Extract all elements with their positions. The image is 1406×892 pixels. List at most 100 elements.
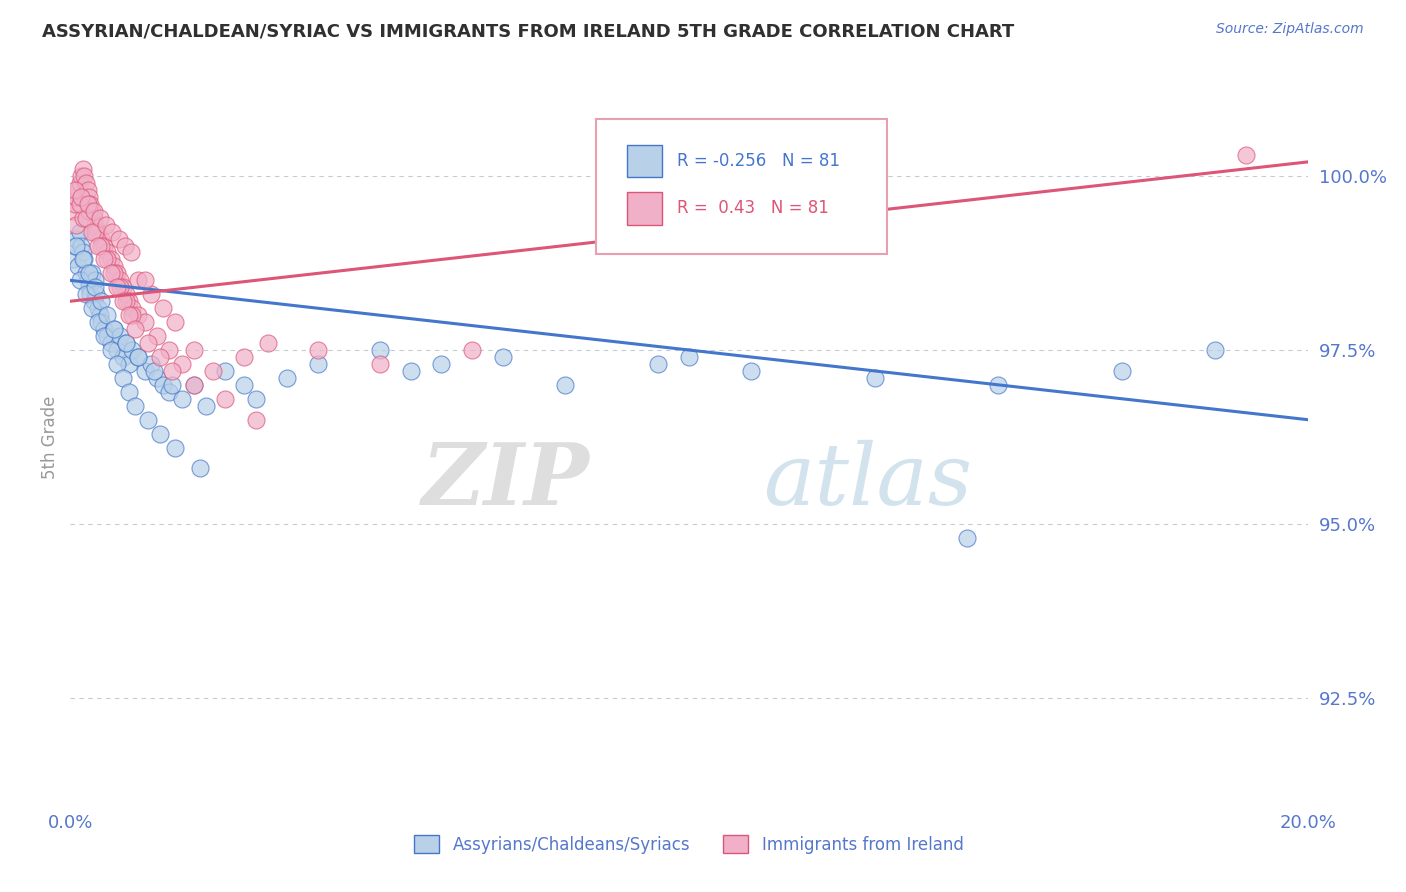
Point [76, 183, 98, 197]
Point [127, 308, 149, 322]
Point [70, 169, 93, 183]
Y-axis label: 5th Grade: 5th Grade [41, 395, 59, 479]
Point [96, 245, 118, 260]
Point [139, 357, 162, 371]
Point [65, 238, 87, 252]
Point [62, 252, 84, 267]
Point [492, 350, 515, 364]
Point [89, 308, 111, 322]
Text: atlas: atlas [763, 440, 973, 523]
Point [107, 231, 129, 245]
Point [162, 364, 184, 378]
Point [76, 196, 98, 211]
Point [93, 322, 115, 336]
Point [115, 287, 138, 301]
Point [120, 245, 142, 260]
Point [103, 322, 125, 336]
Point [100, 266, 122, 280]
Point [108, 329, 131, 343]
Point [105, 357, 128, 371]
Point [115, 336, 138, 351]
Point [118, 384, 141, 399]
Text: ASSYRIAN/CHALDEAN/SYRIAC VS IMMIGRANTS FROM IRELAND 5TH GRADE CORRELATION CHART: ASSYRIAN/CHALDEAN/SYRIAC VS IMMIGRANTS F… [42, 22, 1015, 40]
Point [66, 260, 89, 274]
Point [76, 273, 98, 287]
Point [62, 203, 84, 218]
Point [307, 343, 329, 357]
Point [83, 203, 105, 218]
Point [118, 308, 141, 322]
Point [75, 211, 97, 225]
Point [77, 190, 100, 204]
Point [103, 260, 125, 274]
Point [170, 357, 193, 371]
Point [1111, 364, 1133, 378]
Point [69, 273, 91, 287]
Point [399, 364, 422, 378]
Point [136, 412, 159, 426]
Point [79, 287, 101, 301]
Point [96, 329, 118, 343]
Point [368, 343, 391, 357]
Point [245, 412, 267, 426]
Text: R = -0.256   N = 81: R = -0.256 N = 81 [676, 152, 839, 169]
Point [70, 238, 93, 252]
Point [65, 183, 87, 197]
Point [75, 176, 97, 190]
Point [165, 315, 187, 329]
Point [121, 308, 143, 322]
Point [96, 252, 118, 267]
Point [87, 301, 110, 316]
Point [108, 273, 131, 287]
Point [214, 392, 236, 406]
Point [678, 350, 700, 364]
Point [956, 531, 979, 545]
Point [118, 294, 141, 309]
Point [83, 294, 105, 309]
Point [118, 357, 141, 371]
Point [66, 183, 89, 197]
Point [183, 343, 205, 357]
Point [101, 225, 124, 239]
Point [134, 273, 156, 287]
Point [90, 315, 112, 329]
Point [111, 350, 134, 364]
Point [90, 294, 112, 309]
Point [80, 266, 103, 280]
Point [75, 266, 97, 280]
Point [1234, 148, 1257, 162]
Point [139, 287, 162, 301]
Point [127, 273, 149, 287]
Point [65, 218, 87, 232]
Point [72, 211, 94, 225]
Point [77, 266, 100, 280]
Point [80, 301, 103, 316]
Legend: Assyrians/Chaldeans/Syriacs, Immigrants from Ireland: Assyrians/Chaldeans/Syriacs, Immigrants … [408, 829, 970, 860]
Point [105, 280, 128, 294]
Text: R =  0.43   N = 81: R = 0.43 N = 81 [676, 199, 828, 217]
Point [65, 196, 87, 211]
Point [77, 280, 100, 294]
FancyBboxPatch shape [596, 119, 887, 254]
Point [162, 377, 184, 392]
Point [100, 252, 122, 267]
Point [647, 357, 669, 371]
Point [115, 294, 138, 309]
Point [105, 343, 128, 357]
Point [149, 426, 172, 441]
Point [149, 350, 172, 364]
Point [100, 343, 122, 357]
Point [69, 196, 91, 211]
Point [65, 238, 87, 252]
Point [183, 377, 205, 392]
Point [134, 315, 156, 329]
Point [77, 203, 100, 218]
Point [430, 357, 453, 371]
Point [124, 322, 146, 336]
Point [111, 280, 134, 294]
Point [69, 225, 91, 239]
Point [80, 225, 103, 239]
Point [84, 225, 107, 239]
Text: Source: ZipAtlas.com: Source: ZipAtlas.com [1216, 22, 1364, 37]
Point [105, 266, 128, 280]
